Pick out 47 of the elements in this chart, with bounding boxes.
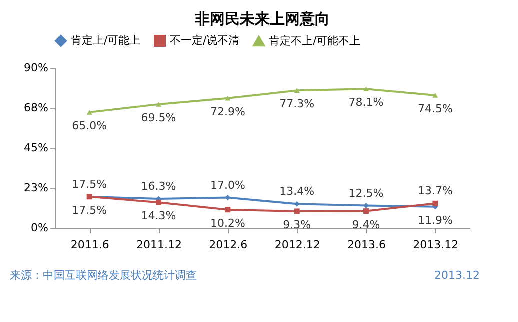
text: 2013.12	[434, 269, 480, 282]
x-tick-label: 2012.6	[209, 238, 248, 252]
point	[432, 200, 438, 206]
data-label: 17.0%	[210, 178, 246, 192]
legend-label: 肯定上/可能上	[71, 34, 141, 47]
data-label: 65.0%	[72, 119, 108, 132]
point	[225, 96, 231, 101]
data-label: 72.9%	[210, 105, 246, 118]
data-label: 13.4%	[280, 185, 315, 198]
data-label: 16.3%	[141, 180, 176, 194]
point	[364, 86, 369, 92]
x-tick-label: 2011.6	[70, 238, 110, 252]
data-label: 12.5%	[348, 186, 384, 200]
data-label: 77.3%	[280, 98, 315, 111]
point	[294, 208, 300, 214]
data-label: 11.9%	[418, 214, 453, 227]
x-tick-label: 2013.12	[413, 238, 459, 252]
data-label: 74.5%	[418, 102, 453, 116]
chart-title: 非网民未来上网意向	[194, 10, 330, 28]
x-tick-label: 2011.12	[136, 238, 182, 252]
y-tick-label: 45%	[24, 142, 48, 154]
legend-label: 肯定不上/可能不上	[269, 34, 361, 48]
data-label: 69.5%	[141, 111, 176, 124]
y-tick-label: 0%	[31, 222, 48, 234]
legend-label: 不一定/说不清	[170, 34, 240, 47]
data-label: 17.5%	[72, 204, 108, 217]
point	[86, 110, 92, 115]
x-tick-label: 2012.12	[274, 238, 320, 252]
y-tick-label: 23%	[24, 182, 48, 194]
y-tick-label: 90%	[24, 62, 48, 74]
data-label: 17.5%	[72, 178, 108, 191]
point	[225, 207, 231, 213]
point	[432, 93, 438, 98]
data-label: 14.3%	[141, 210, 176, 223]
data-label: 9.4%	[352, 218, 380, 232]
data-label: 10.2%	[210, 216, 246, 230]
point	[364, 203, 369, 209]
point	[364, 208, 369, 214]
point	[294, 88, 300, 93]
point	[156, 102, 162, 107]
y-tick-label: 68%	[24, 102, 48, 114]
data-label: 13.7%	[418, 184, 453, 198]
x-tick-label: 2013.6	[348, 238, 386, 252]
data-label: 9.3%	[283, 218, 312, 232]
point	[156, 200, 162, 206]
source-note: 来源：中国互联网络发展状况统计调查	[10, 269, 197, 282]
data-label: 78.1%	[348, 96, 384, 110]
